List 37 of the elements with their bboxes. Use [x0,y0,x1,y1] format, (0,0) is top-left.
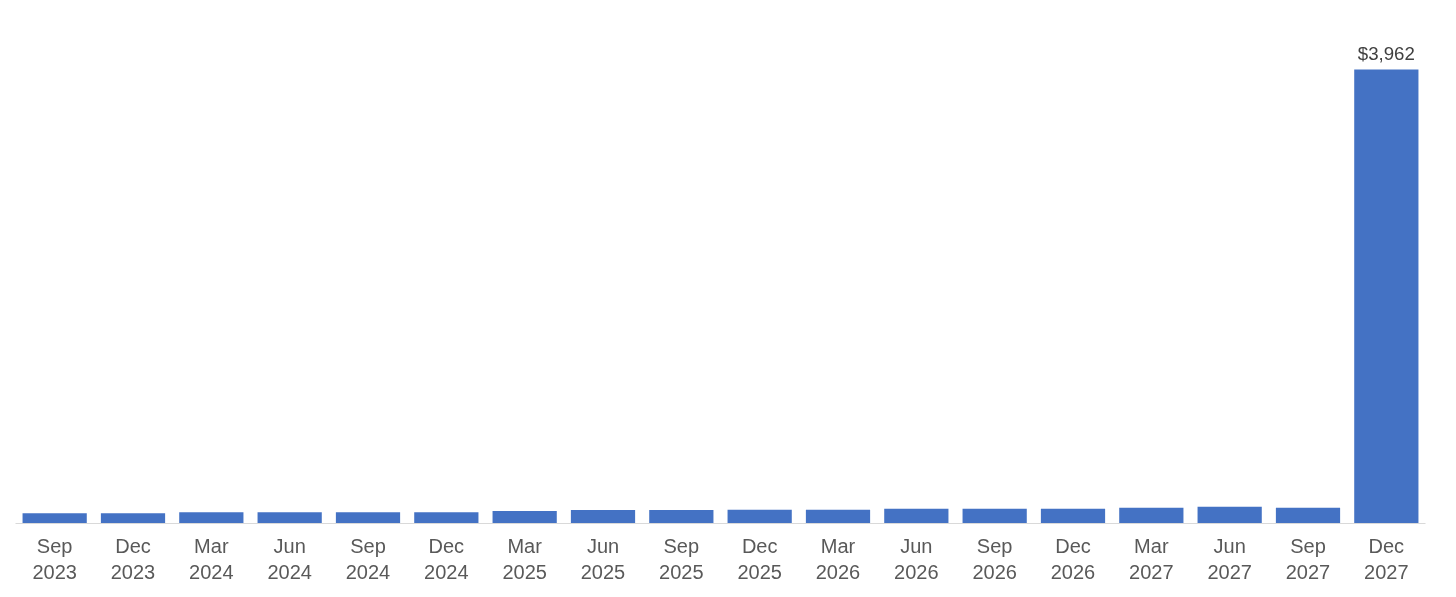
x-tick-label: Dec 2024 [424,534,469,583]
bar [335,512,401,524]
bar [414,512,479,524]
x-tick-label: Sep 2023 [32,534,77,583]
x-tick-label: Mar 2027 [1129,534,1174,583]
bar [649,510,714,524]
x-tick-label: Sep 2025 [659,534,704,583]
x-tick-label: Jun 2024 [267,534,312,583]
bar [492,511,557,524]
bar [1040,508,1106,524]
x-tick-label: Dec 2025 [737,534,782,583]
x-tick-label: Jun 2025 [580,534,626,583]
x-tick-label: Sep 2027 [1285,534,1331,583]
x-tick-label: Sep 2024 [345,534,391,583]
bar [884,508,949,524]
x-tick-label: Mar 2026 [815,534,861,583]
x-tick-label: Dec 2023 [110,534,156,583]
bar [727,509,792,524]
bar [1197,506,1262,524]
bar [1354,69,1419,524]
x-tick-label: Mar 2024 [189,534,234,583]
x-tick-label: Mar 2025 [502,534,547,583]
bar [257,512,322,524]
x-tick-label: Dec 2026 [1050,534,1096,583]
bar [962,508,1027,524]
x-tick-label: Jun 2026 [894,534,939,583]
bar [1275,507,1341,524]
bar [22,513,87,524]
bar [179,512,244,524]
bar [570,510,636,524]
bar [100,513,166,524]
bar [805,509,871,524]
x-tick-label: Dec 2027 [1364,534,1409,583]
x-tick-label: Jun 2027 [1207,534,1252,583]
data-label: $3,962 [1357,42,1415,64]
bar [1119,507,1184,524]
x-tick-label: Sep 2026 [972,534,1017,583]
